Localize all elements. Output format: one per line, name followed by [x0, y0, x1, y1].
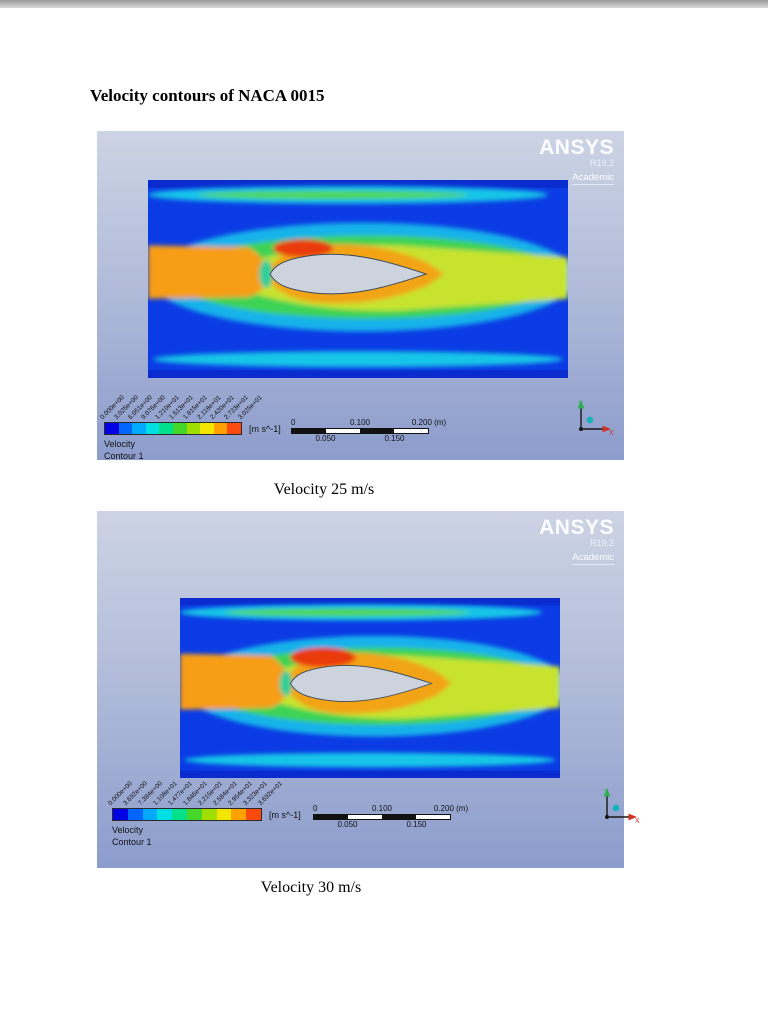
axis-triad-svg: Y X — [603, 788, 640, 825]
ruler-segment — [348, 815, 382, 819]
legend-title: Velocity Contour 1 — [104, 439, 144, 462]
colorbar-tick-labels: 0.000e+00 3.692e+00 7.384e+00 1.108e+01 … — [107, 767, 284, 807]
ruler-segment — [360, 429, 394, 433]
colorbar — [104, 422, 242, 435]
ansys-edition-badge: Academic — [572, 172, 614, 186]
scale-label-end: 0.200 (m) — [433, 804, 469, 813]
colorbar-segment — [105, 423, 119, 434]
airfoil-shape — [289, 665, 433, 702]
colorbar-segment — [145, 423, 160, 434]
y-axis-label: Y — [578, 401, 583, 408]
colorbar-segment — [246, 809, 261, 820]
y-axis-label: Y — [604, 789, 609, 796]
ansys-release: R19.2 — [589, 538, 614, 549]
legend-title: Velocity Contour 1 — [112, 825, 152, 848]
colorbar-segment — [172, 423, 187, 434]
legend-title-line1: Velocity — [104, 439, 136, 449]
colorbar-segment — [201, 809, 217, 820]
colorbar-segment — [231, 809, 247, 820]
viewer-top-edge — [0, 0, 768, 8]
max-velocity-spot — [290, 647, 356, 668]
legend-title-line1: Velocity — [112, 825, 144, 835]
scale-label-q1: 0.050 — [315, 434, 336, 443]
scale-bar-top-labels: 0 0.100 0.200 (m) — [313, 804, 468, 814]
colorbar — [112, 808, 262, 821]
contour-figure-25ms: ANSYS R19.2 Academic — [97, 131, 624, 462]
scale-bar-top-labels: 0 0.100 0.200 (m) — [291, 418, 446, 428]
colorbar-segment — [186, 423, 201, 434]
scale-label-zero: 0 — [313, 804, 318, 813]
x-axis-arrow — [628, 813, 637, 821]
axis-triad: Y X — [597, 783, 641, 834]
x-axis-label: X — [609, 430, 614, 437]
z-axis-dot — [586, 416, 594, 424]
inlet-jet — [148, 245, 268, 299]
figure-caption-25ms: Velocity 25 m/s — [273, 481, 375, 498]
y-axis-arrow — [603, 788, 611, 797]
colorbar-segment — [186, 809, 202, 820]
ansys-wordmark: ANSYS — [539, 516, 614, 539]
scale-bar-bottom-labels: 0.050 0.150 — [291, 434, 429, 444]
scale-bar-ruler — [291, 428, 429, 434]
contour-plot — [148, 180, 568, 378]
scale-label-q3: 0.150 — [406, 820, 427, 829]
colorbar-segment — [227, 423, 241, 434]
ansys-logo: ANSYS R19.2 Academic — [539, 516, 614, 566]
contour-figure-30ms: ANSYS R19.2 Academic — [97, 511, 640, 868]
ansys-logo: ANSYS R19.2 Academic — [539, 136, 614, 186]
colorbar-segment — [216, 809, 232, 820]
airfoil-shape — [269, 253, 428, 295]
contour-svg — [148, 180, 568, 378]
scale-label-q1: 0.050 — [337, 820, 358, 829]
colorbar-tick-labels: 0.000e+00 3.025e+00 6.051e+00 9.076e+00 … — [99, 381, 264, 421]
scale-label-zero: 0 — [291, 418, 296, 427]
figure-caption-30ms: Velocity 30 m/s — [260, 879, 362, 896]
colorbar-segment — [159, 423, 173, 434]
ansys-edition-badge: Academic — [572, 552, 614, 566]
max-velocity-spot — [273, 239, 333, 258]
z-axis-dot — [612, 804, 620, 812]
colorbar-segment — [127, 809, 143, 820]
colorbar-segment — [200, 423, 214, 434]
colorbar-segment — [213, 423, 228, 434]
ruler-segment — [292, 429, 326, 433]
colorbar-segment — [113, 809, 128, 820]
ansys-wordmark: ANSYS — [539, 136, 614, 159]
scale-label-mid: 0.100 — [371, 804, 393, 813]
scale-bar: 0 0.100 0.200 (m) 0.050 0.150 — [291, 418, 446, 444]
contour-plot — [180, 598, 560, 778]
x-axis-label: X — [635, 818, 640, 825]
legend-units: [m s^-1] — [249, 424, 281, 434]
colorbar-segment — [172, 809, 187, 820]
colorbar-segment — [142, 809, 158, 820]
ruler-segment — [382, 815, 416, 819]
scale-label-end: 0.200 (m) — [411, 418, 447, 427]
page-title: Velocity contours of NACA 0015 — [90, 86, 325, 105]
legend-units: [m s^-1] — [269, 810, 301, 820]
scale-bar: 0 0.100 0.200 (m) 0.050 0.150 — [313, 804, 468, 830]
ansys-release: R19.2 — [589, 158, 614, 169]
scale-bar-bottom-labels: 0.050 0.150 — [313, 820, 451, 830]
colorbar-segment — [118, 423, 133, 434]
ruler-segment — [326, 429, 360, 433]
axis-triad: Y X — [571, 395, 615, 446]
scale-label-q3: 0.150 — [384, 434, 405, 443]
axis-triad-svg: Y X — [577, 400, 614, 437]
ruler-segment — [314, 815, 348, 819]
ruler-segment — [416, 815, 450, 819]
contour-svg — [180, 598, 560, 778]
scale-label-mid: 0.100 — [349, 418, 371, 427]
inlet-jet — [180, 653, 289, 710]
colorbar-segment — [157, 809, 173, 820]
ruler-segment — [394, 429, 428, 433]
colorbar-segment — [132, 423, 146, 434]
y-axis-arrow — [577, 400, 585, 409]
legend-title-line2: Contour 1 — [112, 836, 152, 847]
scale-bar-ruler — [313, 814, 451, 820]
x-axis-arrow — [602, 425, 611, 433]
legend-title-line2: Contour 1 — [104, 450, 144, 461]
